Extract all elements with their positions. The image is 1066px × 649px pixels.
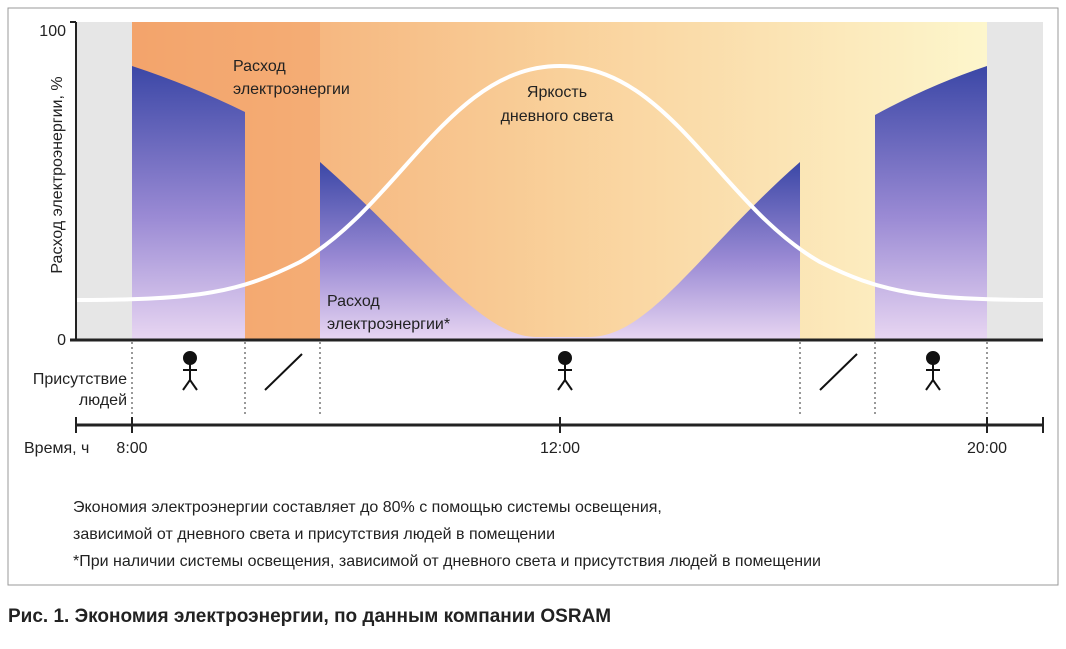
label: электроэнергии	[233, 81, 350, 98]
note: Экономия электроэнергии составляет до 80…	[73, 499, 662, 516]
label: электроэнергии*	[327, 316, 450, 333]
person-icons	[182, 351, 941, 391]
time-tick-label: 12:00	[540, 440, 580, 457]
y-axis-label: Расход электроэнергии, %	[49, 76, 66, 273]
label: Расход	[233, 58, 286, 75]
y-bottom: 0	[57, 332, 66, 349]
note: *При наличии системы освещения, зависимо…	[73, 553, 821, 570]
label: Яркость	[527, 84, 587, 101]
energy-area	[320, 162, 800, 340]
note: зависимой от дневного света и присутстви…	[73, 526, 555, 543]
y-top: 100	[39, 23, 66, 40]
energy-area	[875, 66, 987, 340]
time-tick-label: 8:00	[116, 440, 147, 457]
presence-label: Присутствие	[33, 371, 127, 388]
dividers	[131, 342, 988, 415]
frame	[7, 7, 1059, 586]
caption: Рис. 1. Экономия электроэнергии, по данн…	[8, 606, 611, 627]
energy-area	[132, 66, 245, 340]
time-tick-label: 20:00	[967, 440, 1007, 457]
label: Расход	[327, 293, 380, 310]
daylight-curve	[75, 63, 1044, 302]
time-label: Время, ч	[24, 440, 89, 457]
label: дневного света	[501, 108, 614, 125]
presence-label: людей	[79, 392, 127, 409]
time-ticks	[75, 417, 1044, 433]
